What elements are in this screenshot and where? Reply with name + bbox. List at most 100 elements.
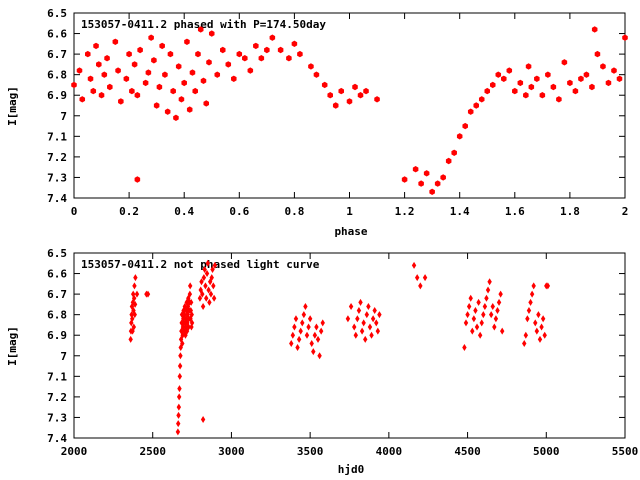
unphased-data-point	[481, 311, 486, 319]
unphased-data-point	[487, 278, 492, 286]
phased-data-point	[616, 75, 623, 82]
phased-data-point	[423, 170, 430, 177]
unphased-data-point	[356, 307, 362, 315]
phased-data-point	[451, 149, 457, 156]
phased-x-ticks: 0 0.2 0.4 0.6 0.8 1 1.2 1.4 1.6 1.8 2	[71, 13, 628, 218]
phased-data-point	[338, 87, 345, 95]
unphased-data-point	[528, 298, 533, 306]
phased-data-point	[85, 50, 91, 58]
unphased-points	[128, 259, 551, 436]
unphased-data-point	[366, 302, 371, 310]
phased-data-point	[495, 71, 502, 78]
unphased-data-point	[128, 335, 133, 343]
phased-data-point	[291, 40, 298, 48]
phased-x-tick-label: 0.2	[119, 205, 139, 218]
unphased-data-point	[183, 315, 189, 323]
unphased-data-point	[130, 315, 135, 323]
phased-data-point	[115, 67, 121, 74]
unphased-data-point	[525, 315, 530, 323]
unphased-y-tick-label: 6.7	[47, 288, 67, 301]
unphased-x-tick-label: 5000	[533, 445, 560, 458]
unphased-data-point	[211, 282, 216, 290]
phased-data-point	[87, 75, 94, 82]
phased-data-point	[578, 75, 584, 82]
unphased-data-point	[485, 286, 491, 294]
phased-data-point	[429, 188, 435, 196]
unphased-y-tick-label: 6.5	[47, 247, 67, 260]
unphased-data-point	[539, 323, 544, 331]
unphased-data-point	[296, 335, 302, 343]
unphased-data-point	[418, 282, 423, 290]
unphased-data-point	[358, 298, 363, 306]
phased-data-point	[173, 114, 179, 122]
phased-data-point	[93, 42, 99, 50]
phased-data-point	[159, 42, 165, 50]
unphased-data-point	[212, 261, 218, 269]
phased-data-point	[175, 63, 182, 70]
unphased-data-point	[477, 331, 483, 339]
phased-data-point	[600, 63, 606, 70]
unphased-data-point	[177, 372, 182, 380]
unphased-data-point	[311, 348, 316, 356]
unphased-data-point	[298, 327, 303, 335]
unphased-data-point	[181, 307, 186, 315]
phased-y-tick-label: 6.9	[47, 89, 67, 102]
phased-data-point	[189, 69, 196, 76]
unphased-data-point	[474, 323, 480, 331]
unphased-data-point	[545, 282, 551, 290]
unphased-y-tick-label: 7.4	[47, 432, 67, 445]
phased-data-point	[167, 50, 174, 58]
unphased-data-point	[482, 302, 488, 310]
phased-data-point	[247, 67, 254, 74]
phased-data-point	[534, 75, 540, 82]
unphased-x-axis-label: hjd0	[338, 463, 365, 476]
unphased-data-point	[476, 298, 481, 306]
phased-y-tick-label: 7.3	[47, 171, 67, 184]
phased-y-tick-label: 7	[60, 110, 67, 123]
unphased-data-point	[178, 352, 183, 360]
unphased-data-point	[181, 315, 186, 323]
phased-data-point	[506, 67, 513, 74]
unphased-data-point	[200, 416, 206, 423]
unphased-data-point	[522, 339, 527, 347]
phased-data-point	[484, 87, 491, 95]
phased-data-point	[148, 34, 154, 41]
phased-data-point	[214, 71, 221, 78]
phased-x-tick-label: 0.4	[174, 205, 194, 218]
phased-data-point	[589, 83, 595, 91]
unphased-data-point	[492, 323, 497, 331]
phased-data-point	[297, 50, 303, 58]
phased-data-point	[200, 77, 207, 85]
unphased-x-tick-label: 2500	[139, 445, 166, 458]
phased-data-point	[401, 176, 408, 183]
unphased-data-point	[188, 298, 194, 306]
unphased-data-point	[295, 344, 300, 352]
unphased-data-point	[206, 286, 211, 294]
unphased-data-point	[189, 323, 194, 331]
phased-data-point	[236, 50, 243, 58]
unphased-data-point	[293, 315, 299, 323]
phased-panel: 153057-0411.2 phased with P=174.50day ph…	[6, 7, 628, 238]
phased-data-point	[528, 83, 535, 91]
unphased-y-tick-label: 7	[60, 350, 67, 363]
phased-data-point	[98, 92, 105, 99]
unphased-data-point	[496, 298, 502, 306]
unphased-plot-frame	[73, 252, 626, 439]
phased-data-point	[556, 96, 562, 103]
unphased-y-tick-label: 7.3	[47, 411, 67, 424]
phased-data-point	[104, 55, 110, 62]
unphased-data-point	[200, 302, 206, 310]
phased-data-point	[352, 83, 358, 91]
unphased-data-point	[534, 327, 540, 335]
unphased-data-point	[187, 282, 193, 290]
unphased-y-tick-label: 6.9	[47, 329, 67, 342]
unphased-data-point	[200, 290, 205, 298]
unphased-data-point	[132, 282, 137, 290]
unphased-data-point	[176, 420, 181, 428]
unphased-y-tick-label: 6.6	[47, 268, 67, 281]
unphased-data-point	[314, 323, 319, 331]
unphased-data-point	[210, 265, 215, 273]
phased-data-point	[134, 176, 141, 183]
phased-data-point	[308, 63, 314, 70]
phased-y-tick-label: 6.5	[47, 7, 67, 20]
